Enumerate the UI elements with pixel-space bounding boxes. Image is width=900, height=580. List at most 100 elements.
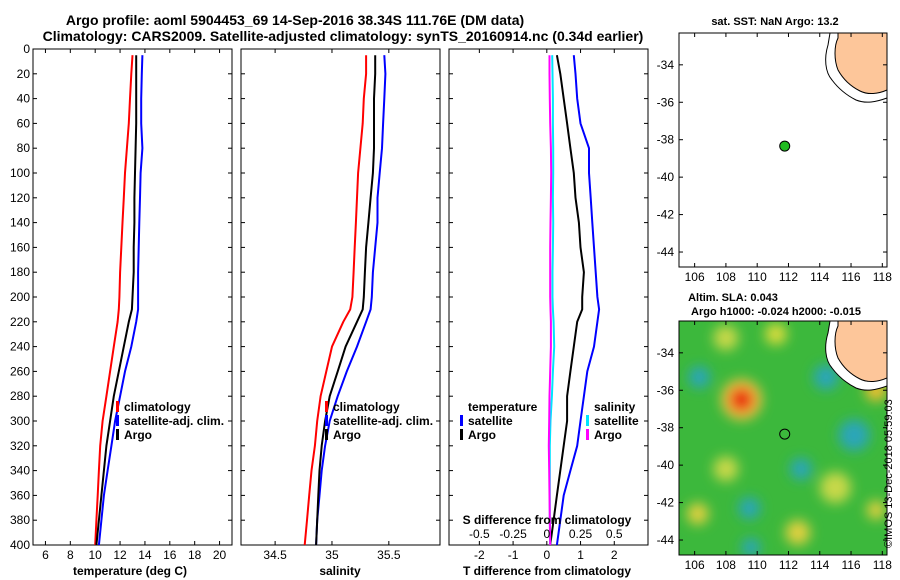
- legend-swatch-s-satellite: [586, 415, 589, 426]
- x-tick-label: 34.5: [263, 548, 287, 562]
- legend-label-s-satellite: satellite: [594, 414, 639, 428]
- depth-tick-label: 80: [17, 141, 31, 155]
- s-diff-tick-label: 0.5: [606, 527, 623, 541]
- lat-tick-label: -34: [657, 346, 675, 360]
- lat-tick-label: -40: [657, 458, 675, 472]
- lon-tick-label: 114: [810, 270, 829, 284]
- sla-map-frame: [678, 320, 888, 556]
- legend-swatch-argo: [116, 429, 119, 440]
- legend-title-salinity: salinity: [594, 400, 636, 414]
- lat-tick-label: -38: [657, 133, 675, 147]
- legend-swatch-satellite: [116, 415, 119, 426]
- legend-label-s-argo: Argo: [594, 428, 622, 442]
- sla-anomaly-blob: [686, 502, 709, 525]
- sla-anomaly-blob: [838, 419, 870, 451]
- depth-tick-label: 140: [10, 216, 30, 230]
- depth-tick-label: 20: [17, 67, 31, 81]
- temperature-axis-label: temperature (deg C): [73, 564, 187, 578]
- legend-title-temperature: temperature: [468, 400, 538, 414]
- salinity-profiles: [303, 55, 387, 546]
- lat-tick-label: -36: [657, 95, 675, 109]
- sla-float-marker: [779, 428, 791, 440]
- salinity-depth-ticks: [241, 48, 440, 546]
- temperature-legend: climatology satellite-adj. clim. Argo: [116, 400, 224, 442]
- lat-tick-label: -38: [657, 421, 675, 435]
- depth-tick-label: 240: [10, 340, 30, 354]
- salinity-axis-ticks: 34.5 35 35.5: [263, 49, 401, 562]
- salinity-panel: 34.5 35 35.5 salinity climatology satellit…: [240, 48, 441, 578]
- lon-tick-label: 114: [810, 558, 829, 572]
- sla-anomaly-blob: [688, 366, 711, 389]
- legend-swatch-climatology: [116, 401, 119, 412]
- legend-label-argo: Argo: [333, 428, 361, 442]
- sla-map-title-line1: Altim. SLA: 0.043: [688, 292, 778, 304]
- x-tick-label: 35.5: [377, 548, 401, 562]
- lat-tick-label: -44: [657, 533, 675, 547]
- lon-tick-label: 118: [873, 558, 892, 572]
- series-line-argo: [547, 55, 553, 546]
- legend-label-satellite: satellite-adj. clim.: [124, 414, 224, 428]
- depth-tick-label: 60: [17, 116, 31, 130]
- lon-tick-label: 118: [873, 270, 892, 284]
- legend-label-climatology: climatology: [333, 400, 400, 414]
- x-tick-label: -2: [474, 548, 485, 562]
- sst-map-ticks: 106 108 110 112 114 116 118 -34 -36 -38 -40 -42 -44: [657, 33, 892, 284]
- lon-tick-label: 106: [685, 558, 705, 572]
- sla-anomaly-blob: [813, 364, 839, 390]
- legend-swatch-climatology: [325, 401, 328, 412]
- difference-profiles: [547, 55, 601, 546]
- lat-tick-label: -34: [657, 58, 675, 72]
- x-tick-label: 16: [163, 548, 177, 562]
- sla-map-panel: Altim. SLA: 0.043 Argo h1000: -0.024 h20…: [657, 292, 893, 572]
- sst-map-panel: sat. SST: NaN Argo: 13.2 106 108 110 112 114…: [657, 16, 893, 284]
- lat-tick-label: -40: [657, 170, 675, 184]
- depth-tick-label: 100: [10, 166, 30, 180]
- s-diff-tick-label: -0.5: [469, 527, 490, 541]
- salinity-axis-label: salinity: [319, 564, 361, 578]
- lat-tick-label: -44: [657, 245, 675, 259]
- series-line-satellite-adj-clim: [315, 55, 387, 546]
- difference-axis-ticks: -2 -1 0 1 2: [474, 49, 618, 562]
- s-difference-tick-labels: -0.5 -0.25 0 0.25 0.5: [469, 527, 623, 541]
- depth-tick-label: 260: [10, 364, 30, 378]
- lat-tick-label: -42: [657, 208, 675, 222]
- sst-map-frame: [678, 32, 888, 268]
- depth-tick-label: 40: [17, 92, 31, 106]
- temperature-profiles: [94, 55, 144, 546]
- sla-anomaly-blob: [790, 457, 812, 480]
- salinity-plot-frame: [240, 48, 441, 546]
- depth-tick-label: 0: [23, 42, 30, 56]
- sla-anomaly-blob: [765, 323, 787, 346]
- sst-float-marker: [779, 140, 791, 152]
- series-line-satellite: [555, 55, 601, 546]
- sla-anomaly-blob: [741, 538, 761, 555]
- temperature-panel: 0 20 40 60 80 100 120 140 160 180 200 220 240 260 280 3…: [10, 42, 233, 578]
- depth-tick-label: 120: [10, 191, 30, 205]
- x-tick-label: 8: [67, 548, 74, 562]
- sla-anomaly-blob: [713, 325, 739, 351]
- sla-anomaly-blob: [729, 387, 755, 413]
- s-difference-axis-label: S difference from climatology: [463, 513, 632, 527]
- x-tick-label: 18: [188, 548, 202, 562]
- x-tick-label: -1: [508, 548, 519, 562]
- x-tick-label: 10: [89, 548, 103, 562]
- difference-legend-temperature: temperature satellite Argo: [460, 400, 538, 442]
- lon-tick-label: 112: [779, 270, 798, 284]
- sla-anomaly-blob: [866, 500, 886, 520]
- sla-anomaly-blob: [785, 520, 811, 546]
- sst-land-australia: [834, 32, 888, 94]
- depth-tick-label: 280: [10, 389, 30, 403]
- sla-anomalies: [686, 323, 887, 555]
- sla-map-ticks: 106 108 110 112 114 116 118 -34 -36 -38 -40 -42 -44: [657, 321, 892, 572]
- sla-anomaly-blob: [819, 472, 851, 504]
- s-diff-tick-label: -0.25: [499, 527, 527, 541]
- x-tick-label: 35: [325, 548, 339, 562]
- sla-map-title-line2: Argo h1000: -0.024 h2000: -0.015: [691, 306, 861, 318]
- legend-label-climatology: climatology: [124, 400, 191, 414]
- salinity-legend: climatology satellite-adj. clim. Argo: [325, 400, 433, 442]
- x-tick-label: 2: [611, 548, 618, 562]
- sst-map-title: sat. SST: NaN Argo: 13.2: [711, 16, 838, 28]
- depth-tick-label: 320: [10, 439, 30, 453]
- figure-title-line1: Argo profile: aoml 5904453_69 14-Sep-201…: [66, 12, 524, 28]
- x-tick-label: 14: [138, 548, 152, 562]
